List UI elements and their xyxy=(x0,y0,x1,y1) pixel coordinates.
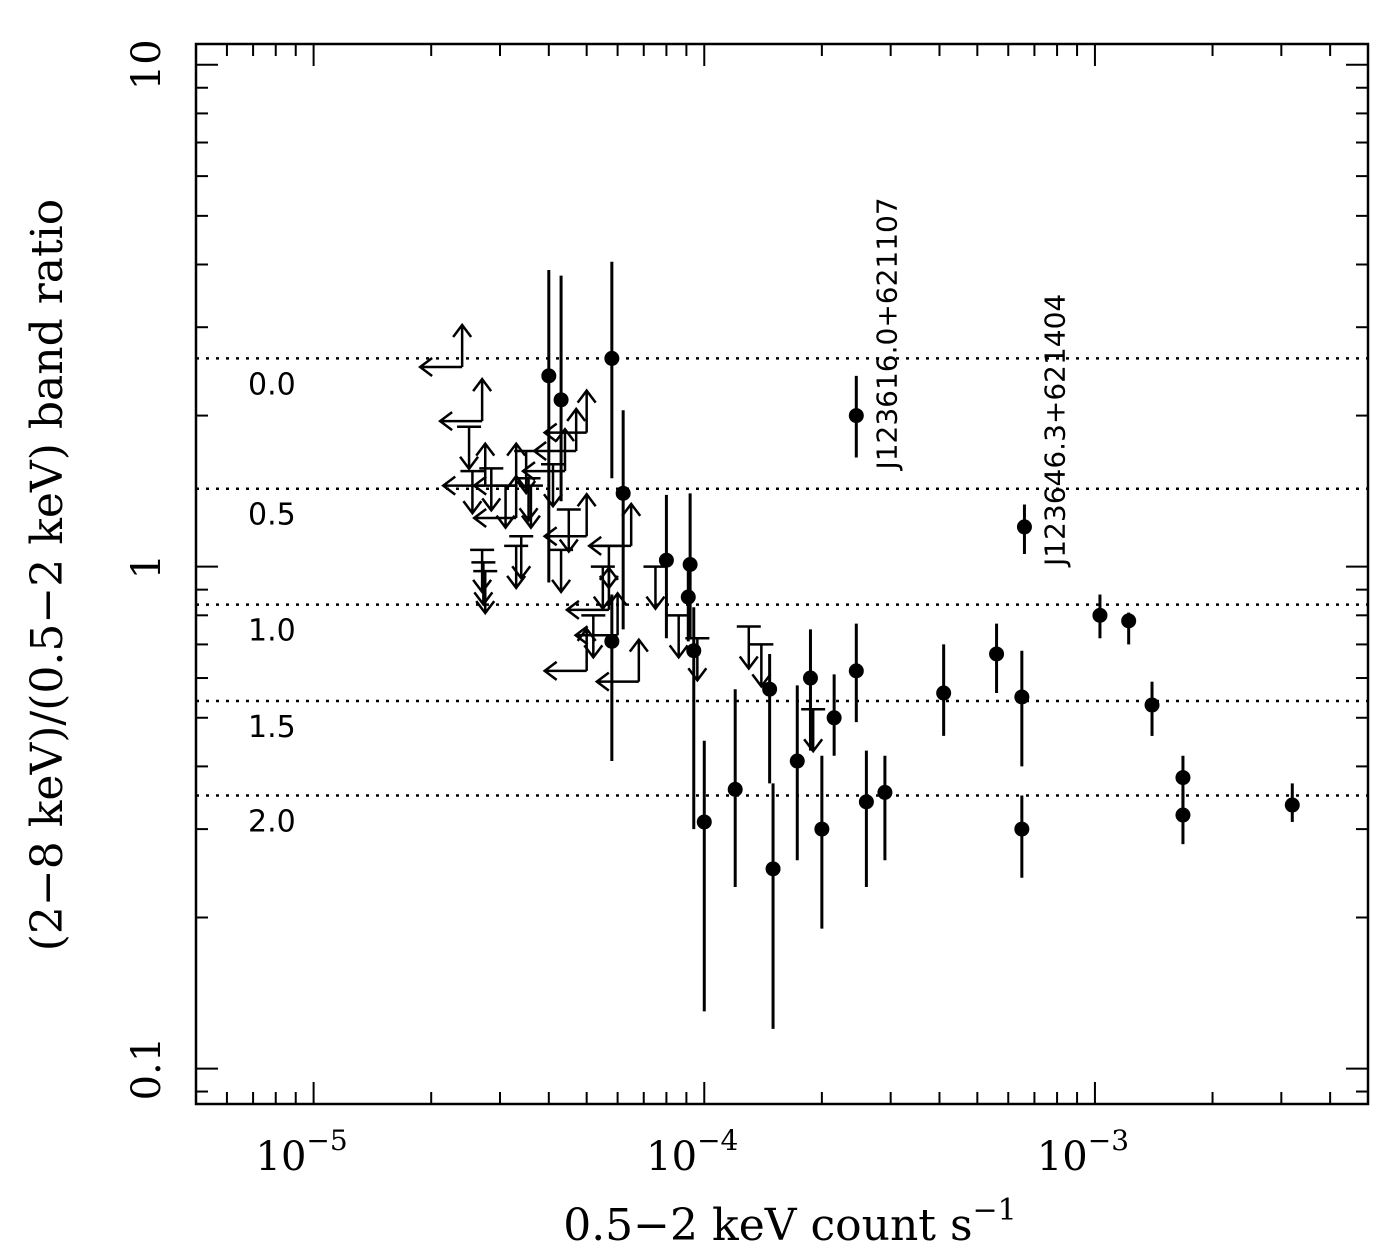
y-tick-label: 1 xyxy=(124,554,170,579)
data-point xyxy=(1284,797,1300,813)
y-tick-label: 0.1 xyxy=(124,1037,170,1101)
x-tick-base: 10 xyxy=(646,1134,697,1180)
data-point xyxy=(604,633,620,649)
data-point xyxy=(727,781,743,797)
upper-limit-arrow xyxy=(556,508,581,554)
upper-limit-arrow xyxy=(749,643,774,689)
axis-ticks xyxy=(196,44,1369,1104)
photon-index-label: 1.5 xyxy=(248,710,296,745)
corner-limit-arrow xyxy=(532,406,587,462)
data-point xyxy=(686,643,702,659)
x-tick-label: 10−5 xyxy=(256,1124,348,1180)
corner-limit-arrow xyxy=(564,565,619,620)
corner-limit-arrow xyxy=(587,501,642,556)
data-point xyxy=(789,753,805,769)
upper-limit-arrow xyxy=(518,484,543,530)
data-point xyxy=(765,861,781,877)
upper-limit-arrow xyxy=(479,467,504,513)
corner-limit-arrow xyxy=(418,322,473,377)
data-point xyxy=(1014,689,1030,705)
data-point xyxy=(936,685,952,701)
upper-limit-arrow xyxy=(801,707,826,754)
corner-limit-arrow xyxy=(542,388,597,443)
x-tick-base: 10 xyxy=(1037,1134,1088,1180)
data-point xyxy=(680,589,696,605)
data-point xyxy=(1121,613,1137,629)
data-point xyxy=(1144,697,1160,713)
data-point xyxy=(762,681,778,697)
data-point xyxy=(1014,821,1030,837)
corner-limit-arrow xyxy=(520,427,575,482)
upper-limit-arrow xyxy=(460,469,485,516)
x-axis-label-text: 0.5−2 keV count s xyxy=(563,1200,972,1250)
corner-limit-arrow xyxy=(542,492,597,547)
source-label: J123616.0+621107 xyxy=(870,197,903,471)
data-point xyxy=(682,557,698,573)
corner-limit-arrow xyxy=(441,441,496,496)
data-point xyxy=(615,485,631,501)
upper-limit-arrow xyxy=(473,569,498,616)
data-point xyxy=(814,821,830,837)
photon-index-labels: 0.0 0.5 1.0 1.5 2.0 xyxy=(248,367,296,839)
data-point xyxy=(1175,807,1191,823)
upper-limit-arrow xyxy=(471,561,496,607)
data-point xyxy=(696,814,712,830)
data-point xyxy=(658,552,674,568)
x-tick-exponent: −4 xyxy=(697,1124,738,1157)
upper-limit-arrow xyxy=(685,637,710,683)
data-point xyxy=(1092,607,1108,623)
upper-limit-arrow xyxy=(736,625,761,671)
data-point xyxy=(1175,770,1191,786)
x-axis-label: 0.5−2 keV count s−1 xyxy=(563,1193,1017,1250)
upper-limit-arrow xyxy=(493,484,518,530)
data-point xyxy=(877,784,893,800)
data-point xyxy=(1016,519,1032,535)
x-axis-label-exponent: −1 xyxy=(973,1193,1017,1228)
photon-index-lines xyxy=(196,357,1368,797)
data-point xyxy=(858,794,874,810)
y-tick-label: 10 xyxy=(124,39,170,90)
x-tick-exponent: −5 xyxy=(306,1124,347,1157)
upper-limit-arrow xyxy=(549,548,574,594)
corner-limit-arrow xyxy=(573,591,628,646)
upper-limit-arrow xyxy=(457,425,482,471)
data-point xyxy=(553,392,569,408)
data-point xyxy=(848,408,864,424)
plot-frame xyxy=(194,42,1370,1106)
photon-index-label: 1.0 xyxy=(248,614,296,649)
data-point xyxy=(541,368,557,384)
corner-limit-arrow xyxy=(438,377,493,432)
photon-index-label: 0.0 xyxy=(248,367,296,402)
data-point xyxy=(604,350,620,366)
upper-limit-arrow xyxy=(643,565,668,611)
upper-limit-arrow xyxy=(504,544,529,590)
source-label: J123646.3+621404 xyxy=(1038,294,1071,568)
corner-limit-arrow xyxy=(542,626,597,681)
data-point xyxy=(989,646,1005,662)
x-tick-label: 10−3 xyxy=(1037,1124,1129,1180)
y-axis-label: (2−8 keV)/(0.5−2 keV) band ratio xyxy=(22,199,73,952)
data-marks: J123616.0+621107 J123646.3+621404 xyxy=(418,197,1300,1029)
upper-limit-arrow xyxy=(509,534,534,581)
data-point xyxy=(826,710,842,726)
corner-limit-arrow xyxy=(594,637,649,692)
photon-index-label: 2.0 xyxy=(248,805,296,840)
corner-limit-arrow xyxy=(472,473,527,529)
x-tick-exponent: −3 xyxy=(1088,1124,1129,1157)
upper-limit-arrow xyxy=(666,614,691,660)
corner-limit-arrow xyxy=(472,441,527,496)
data-point xyxy=(848,663,864,679)
data-point xyxy=(802,670,818,686)
x-tick-base: 10 xyxy=(256,1134,307,1180)
photon-index-label: 0.5 xyxy=(248,498,296,533)
x-tick-label: 10−4 xyxy=(646,1124,738,1180)
